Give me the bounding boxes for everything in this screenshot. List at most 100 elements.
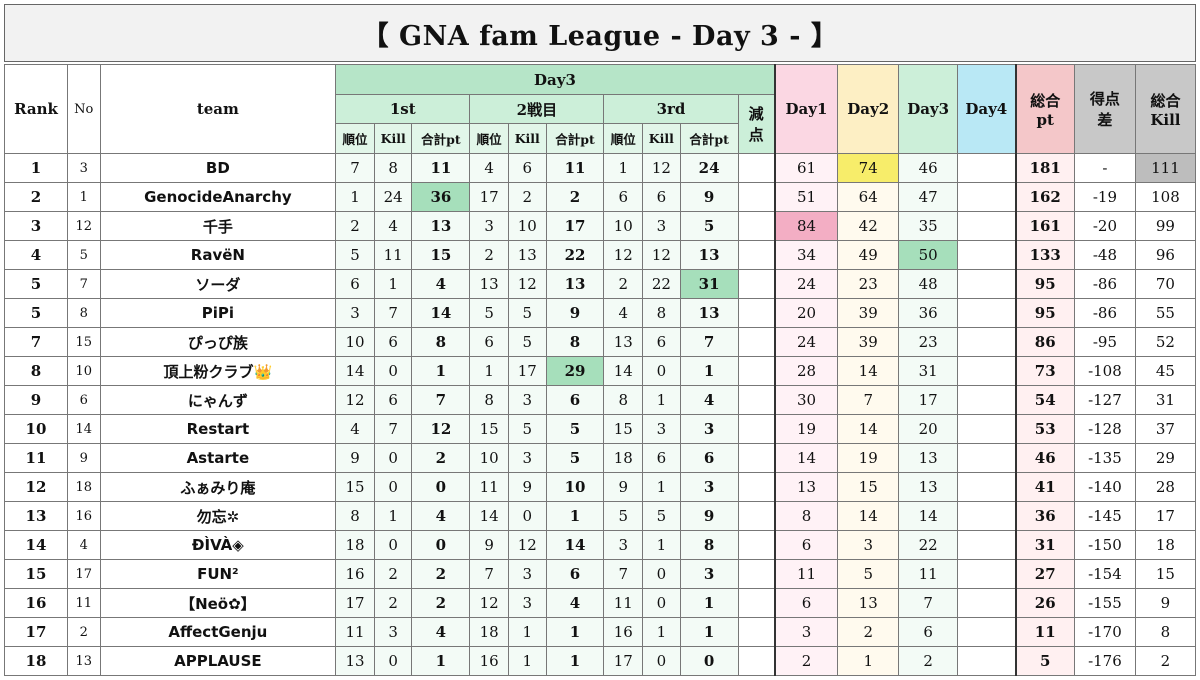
points-diff-cell: -127 — [1073, 385, 1136, 415]
points-diff-cell: -86 — [1073, 269, 1136, 299]
game1-kill-cell: 6 — [373, 327, 413, 357]
game1-kill-cell: 0 — [373, 472, 413, 502]
total-kill-cell: 29 — [1134, 443, 1197, 473]
rank-cell: 1 — [4, 153, 68, 183]
game2-kill-cell: 3 — [507, 385, 547, 415]
team-name-cell: ふぁみり庵 — [99, 472, 337, 502]
rank-cell: 14 — [4, 530, 68, 560]
game2-kill-cell: 9 — [507, 472, 547, 502]
team-no-cell: 7 — [66, 269, 101, 299]
day1-points-cell: 14 — [773, 443, 839, 473]
game1-place-cell: 3 — [335, 298, 375, 328]
day2-points-cell: 2 — [837, 617, 900, 647]
rank-cell: 5 — [4, 298, 68, 328]
day3-points-cell: 22 — [898, 530, 959, 560]
points-diff-cell: -128 — [1073, 414, 1136, 444]
game1-place-cell: 15 — [335, 472, 375, 502]
game2-kill-cell: 13 — [507, 240, 547, 270]
game3-points-cell: 7 — [679, 327, 739, 357]
game2-points-cell: 6 — [545, 385, 605, 415]
team-no-cell: 4 — [66, 530, 101, 560]
day1-points-cell: 11 — [773, 559, 839, 589]
team-no-cell: 9 — [66, 443, 101, 473]
game3-place-cell: 13 — [603, 327, 644, 357]
penalty-cell — [737, 240, 776, 270]
game3-place-cell: 2 — [603, 269, 644, 299]
game3-points-cell: 5 — [679, 211, 739, 241]
game3-kill-cell: 1 — [642, 385, 681, 415]
day3-points-cell: 31 — [898, 356, 959, 386]
total-kill-cell: 111 — [1134, 153, 1197, 183]
penalty-cell — [737, 385, 776, 415]
game1-points-cell: 1 — [411, 356, 471, 386]
day2-points-cell: 13 — [837, 588, 900, 618]
day4-points-cell — [957, 472, 1017, 502]
header-day1: Day1 — [773, 64, 839, 154]
total-kill-cell: 31 — [1134, 385, 1197, 415]
header-no: No — [66, 64, 101, 154]
game2-place-cell: 3 — [469, 211, 509, 241]
game2-kill-cell: 0 — [507, 501, 547, 531]
team-name-cell: RavëN — [99, 240, 337, 270]
game1-points-cell: 4 — [411, 269, 471, 299]
game1-kill-cell: 0 — [373, 646, 413, 676]
game1-place-cell: 4 — [335, 414, 375, 444]
penalty-cell — [737, 530, 776, 560]
day3-points-cell: 13 — [898, 443, 959, 473]
total-points-cell: 54 — [1014, 385, 1075, 415]
day1-points-cell: 6 — [773, 588, 839, 618]
points-diff-cell: -154 — [1073, 559, 1136, 589]
total-points-cell: 161 — [1014, 211, 1075, 241]
table-row: 5 8 PiPi 3 7 14 5 5 9 4 8 13 20 39 36 95 -86 55 — [4, 298, 1197, 328]
game2-kill-cell: 5 — [507, 327, 547, 357]
rank-cell: 10 — [4, 414, 68, 444]
game2-points-cell: 11 — [545, 153, 605, 183]
game2-kill-cell: 12 — [507, 530, 547, 560]
game2-place-cell: 10 — [469, 443, 509, 473]
total-kill-cell: 17 — [1134, 501, 1197, 531]
total-kill-cell: 70 — [1134, 269, 1197, 299]
table-row: 11 9 Astarte 9 0 2 10 3 5 18 6 6 14 19 13 46 -135 29 — [4, 443, 1197, 473]
game3-points-cell: 13 — [679, 298, 739, 328]
day3-points-cell: 48 — [898, 269, 959, 299]
day4-points-cell — [957, 182, 1017, 212]
day4-points-cell — [957, 588, 1017, 618]
game3-kill-cell: 12 — [642, 240, 681, 270]
total-points-cell: 95 — [1014, 298, 1075, 328]
game2-kill-cell: 3 — [507, 588, 547, 618]
day4-points-cell — [957, 414, 1017, 444]
day2-points-cell: 19 — [837, 443, 900, 473]
table-row: 3 12 千手 2 4 13 3 10 17 10 3 5 84 42 35 161 -20 99 — [4, 211, 1197, 241]
points-diff-cell: -108 — [1073, 356, 1136, 386]
game1-points-cell: 2 — [411, 588, 471, 618]
game3-place-cell: 11 — [603, 588, 644, 618]
day2-points-cell: 1 — [837, 646, 900, 676]
team-name-cell: ぴっぴ族 — [99, 327, 337, 357]
game3-place-cell: 3 — [603, 530, 644, 560]
game3-kill-cell: 3 — [642, 211, 681, 241]
game1-place-cell: 17 — [335, 588, 375, 618]
game2-place-cell: 17 — [469, 182, 509, 212]
game2-place-cell: 1 — [469, 356, 509, 386]
game3-kill-cell: 6 — [642, 443, 681, 473]
day1-points-cell: 2 — [773, 646, 839, 676]
penalty-cell — [737, 414, 776, 444]
day3-points-cell: 6 — [898, 617, 959, 647]
total-kill-cell: 9 — [1134, 588, 1197, 618]
header-diff: 得点差 — [1073, 64, 1136, 154]
day2-points-cell: 15 — [837, 472, 900, 502]
day4-points-cell — [957, 385, 1017, 415]
game3-place-cell: 7 — [603, 559, 644, 589]
header-g1-pt: 合計pt — [411, 123, 471, 154]
game3-points-cell: 24 — [679, 153, 739, 183]
game1-kill-cell: 1 — [373, 269, 413, 299]
day1-points-cell: 84 — [773, 211, 839, 241]
day4-points-cell — [957, 646, 1017, 676]
day1-points-cell: 30 — [773, 385, 839, 415]
game3-points-cell: 13 — [679, 240, 739, 270]
game2-points-cell: 1 — [545, 646, 605, 676]
header-team: team — [99, 64, 337, 154]
game2-place-cell: 5 — [469, 298, 509, 328]
day1-points-cell: 61 — [773, 153, 839, 183]
game2-place-cell: 8 — [469, 385, 509, 415]
